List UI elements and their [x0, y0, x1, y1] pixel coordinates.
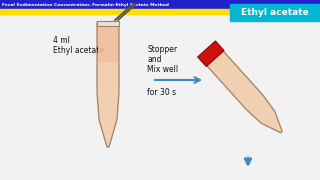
Bar [0, 9, 230, 14]
Polygon shape [197, 41, 224, 67]
Text: Ethyl acetate: Ethyl acetate [241, 8, 309, 17]
Text: Stopper: Stopper [147, 45, 177, 54]
Text: Fecal Sedimentation Concentration: Formalin-Ethyl Acetate Method: Fecal Sedimentation Concentration: Forma… [2, 3, 169, 7]
Polygon shape [98, 24, 118, 62]
Text: and: and [147, 55, 162, 64]
Bar [230, 4, 320, 21]
Text: Mix well: Mix well [147, 65, 178, 74]
Text: 4 ml
Ethyl acetate: 4 ml Ethyl acetate [53, 36, 104, 55]
Bar [97, 21, 119, 26]
Polygon shape [206, 50, 282, 133]
Text: for 30 s: for 30 s [147, 88, 176, 97]
Bar [0, 0, 320, 9]
Polygon shape [97, 22, 119, 147]
